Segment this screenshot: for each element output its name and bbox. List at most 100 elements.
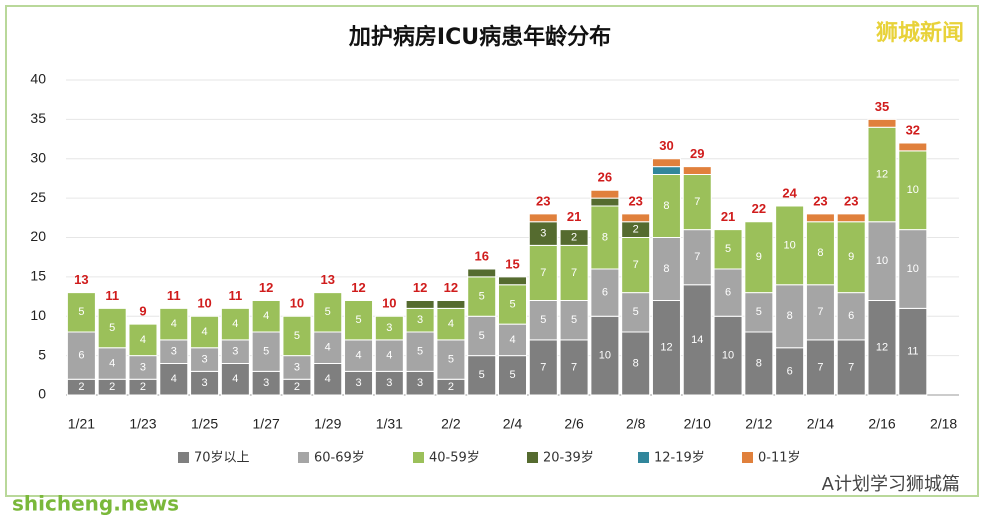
bar-segment (867, 300, 897, 396)
segment-label: 2 (633, 224, 639, 236)
bar-segment (159, 307, 189, 341)
segment-label: 3 (294, 361, 300, 373)
y-tick-label: 5 (38, 346, 46, 362)
legend-label: 60-69岁 (314, 451, 365, 466)
segment-label: 5 (109, 322, 115, 334)
legend-label: 20-39岁 (543, 451, 594, 466)
segment-label: 14 (691, 334, 703, 346)
bar-segment (251, 331, 281, 372)
segment-label: 6 (725, 287, 731, 299)
total-label: 32 (906, 122, 920, 137)
x-tick-label: 1/23 (129, 416, 156, 432)
bar-segment (559, 229, 589, 246)
segment-label: 9 (756, 251, 762, 263)
chart-title: 加护病房ICU病患年龄分布 (348, 24, 611, 50)
y-tick-label: 25 (30, 189, 46, 205)
bar-segment (498, 276, 527, 286)
segment-label: 9 (848, 251, 854, 263)
y-tick-label: 10 (30, 307, 46, 323)
segment-label: 7 (571, 267, 577, 279)
legend-swatch (527, 452, 538, 463)
bar-segment (867, 126, 897, 223)
total-label: 10 (382, 296, 396, 311)
segment-label: 7 (694, 196, 700, 208)
segment-label: 8 (633, 357, 639, 369)
bar-segment (436, 307, 466, 341)
legend-swatch (298, 452, 309, 463)
bar-segment (66, 292, 96, 333)
bar-segment (682, 284, 712, 396)
segment-label: 12 (660, 342, 672, 354)
bar-segment (867, 118, 897, 128)
bar-segment (590, 189, 620, 199)
segment-label: 5 (448, 353, 454, 365)
y-tick-label: 40 (30, 71, 46, 87)
bar-segment (374, 315, 404, 341)
bar-segment (713, 229, 743, 270)
segment-label: 12 (876, 342, 888, 354)
segment-label: 10 (907, 263, 919, 275)
bar-segment (405, 331, 435, 372)
bar-segment (651, 237, 681, 301)
x-tick-label: 2/8 (626, 416, 646, 432)
segment-label: 4 (232, 373, 238, 385)
bar-segment (590, 315, 620, 396)
bar-segment (651, 158, 681, 168)
bar-segment (713, 268, 743, 317)
segment-label: 5 (509, 369, 515, 381)
segment-label: 12 (876, 168, 888, 180)
bar-segment (621, 237, 651, 294)
segment-label: 10 (907, 184, 919, 196)
segment-label: 3 (202, 353, 208, 365)
footer-right: A计划学习狮城篇 (822, 474, 960, 495)
frame (5, 5, 979, 497)
segment-label: 4 (355, 350, 361, 362)
segment-label: 4 (109, 357, 115, 369)
bar-segment (651, 166, 681, 175)
segment-label: 3 (417, 314, 423, 326)
segment-label: 5 (78, 306, 84, 318)
total-label: 11 (228, 288, 242, 303)
segment-label: 2 (109, 381, 115, 393)
segment-label: 3 (171, 346, 177, 358)
total-label: 23 (813, 193, 827, 208)
segment-label: 5 (263, 346, 269, 358)
bar-segment (775, 284, 805, 349)
total-label: 13 (74, 272, 88, 287)
segment-label: 7 (540, 267, 546, 279)
bar-segment (559, 300, 589, 341)
bar-segment (528, 213, 558, 223)
bar-segment (898, 142, 928, 152)
bar-segment (190, 315, 220, 349)
bar-segment (590, 197, 620, 207)
segment-label: 7 (848, 361, 854, 373)
segment-label: 4 (325, 342, 331, 354)
x-tick-label: 1/29 (314, 416, 341, 432)
total-label: 10 (197, 296, 211, 311)
bar-segment (467, 315, 497, 357)
y-tick-label: 15 (30, 268, 46, 284)
total-label: 12 (413, 280, 427, 295)
bar-segment (220, 363, 250, 396)
x-tick-label: 2/2 (441, 416, 461, 432)
bar-segment (559, 244, 589, 301)
total-label: 12 (351, 280, 365, 295)
total-label: 15 (505, 256, 519, 271)
bar-segment (898, 150, 928, 231)
total-label: 23 (844, 193, 858, 208)
segment-label: 5 (325, 306, 331, 318)
x-tick-label: 2/14 (807, 416, 834, 432)
segment-label: 5 (479, 330, 485, 342)
bar-segment (651, 300, 681, 396)
segment-label: 5 (725, 243, 731, 255)
bar-segment (836, 221, 866, 294)
x-tick-label: 2/18 (930, 416, 957, 432)
segment-label: 5 (479, 369, 485, 381)
bar-segment (898, 307, 928, 396)
total-label: 9 (139, 304, 146, 319)
legend-label: 0-11岁 (758, 451, 801, 466)
segment-label: 8 (663, 263, 669, 275)
segment-label: 7 (694, 251, 700, 263)
segment-label: 4 (386, 350, 392, 362)
